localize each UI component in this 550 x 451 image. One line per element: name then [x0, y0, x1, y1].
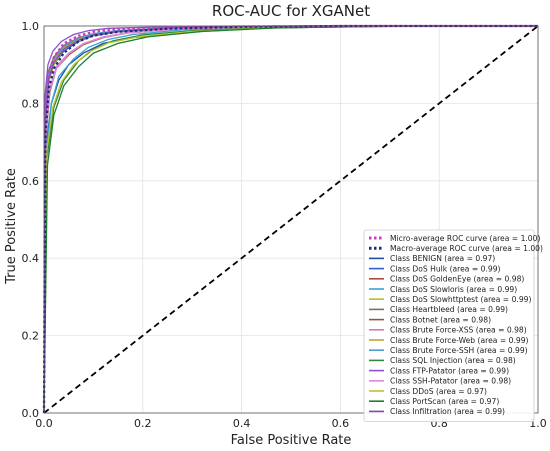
- roc-series-line: [43, 25, 538, 414]
- legend-entry: Class DoS Hulk (area = 0.99): [390, 264, 501, 273]
- y-tick-label: 0.2: [22, 330, 40, 343]
- legend-entry: Class Botnet (area = 0.98): [390, 315, 491, 324]
- y-tick-label: 0.8: [22, 97, 40, 110]
- chance-diagonal: [43, 25, 539, 414]
- legend-entry: Class DDoS (area = 0.97): [390, 387, 487, 396]
- diagonal-layer: [43, 25, 539, 414]
- roc-series-line: [42, 24, 538, 414]
- legend-entry: Class Heartbleed (area = 0.99): [390, 305, 508, 314]
- x-tick-label: 0.4: [233, 417, 251, 430]
- plot-frame: [43, 25, 539, 414]
- chart-title: ROC-AUC for XGANet: [212, 2, 370, 20]
- y-tick-label: 0.4: [22, 252, 40, 265]
- x-tick-label: 0.0: [35, 417, 53, 430]
- legend-entry: Class DoS GoldenEye (area = 0.98): [390, 275, 524, 284]
- y-tick-label: 0.0: [22, 407, 40, 420]
- legend-entry: Micro-average ROC curve (area = 1.00): [390, 234, 540, 243]
- legend-entry: Class SSH-Patator (area = 0.98): [390, 377, 511, 386]
- legend-entry: Class FTP-Patator (area = 0.99): [390, 366, 509, 375]
- y-tick-label: 1.0: [22, 20, 40, 33]
- legend-box: [363, 229, 535, 423]
- y-axis-label: True Positive Rate: [4, 168, 19, 285]
- legend-entry: Class BENIGN (area = 0.97): [390, 254, 495, 263]
- legend-entry: Class DoS Slowloris (area = 0.99): [390, 285, 517, 294]
- x-tick-label: 0.6: [332, 417, 350, 430]
- legend-entry: Class Brute Force-Web (area = 0.99): [390, 336, 529, 345]
- legend-entry: Class SQL Injection (area = 0.98): [390, 356, 516, 365]
- legend-entry: Macro-average ROC curve (area = 1.00): [390, 244, 543, 253]
- legend-entry: Class DoS Slowhttptest (area = 0.99): [390, 295, 531, 304]
- y-ticks: 0.0 0.2 0.4 0.6 0.8 1.0: [22, 20, 40, 420]
- axes: [43, 25, 539, 414]
- legend-entry: Class PortScan (area = 0.97): [390, 397, 499, 406]
- legend: Micro-average ROC curve (area = 1.00)Mac…: [363, 229, 543, 423]
- legend-entry: Class Infiltration (area = 0.99): [390, 407, 505, 416]
- legend-entry: Class Brute Force-SSH (area = 0.99): [390, 346, 528, 355]
- x-tick-label: 0.2: [134, 417, 152, 430]
- y-tick-label: 0.6: [22, 175, 40, 188]
- legend-entry: Class Brute Force-XSS (area = 0.98): [390, 326, 527, 335]
- x-axis-label: False Positive Rate: [231, 433, 352, 448]
